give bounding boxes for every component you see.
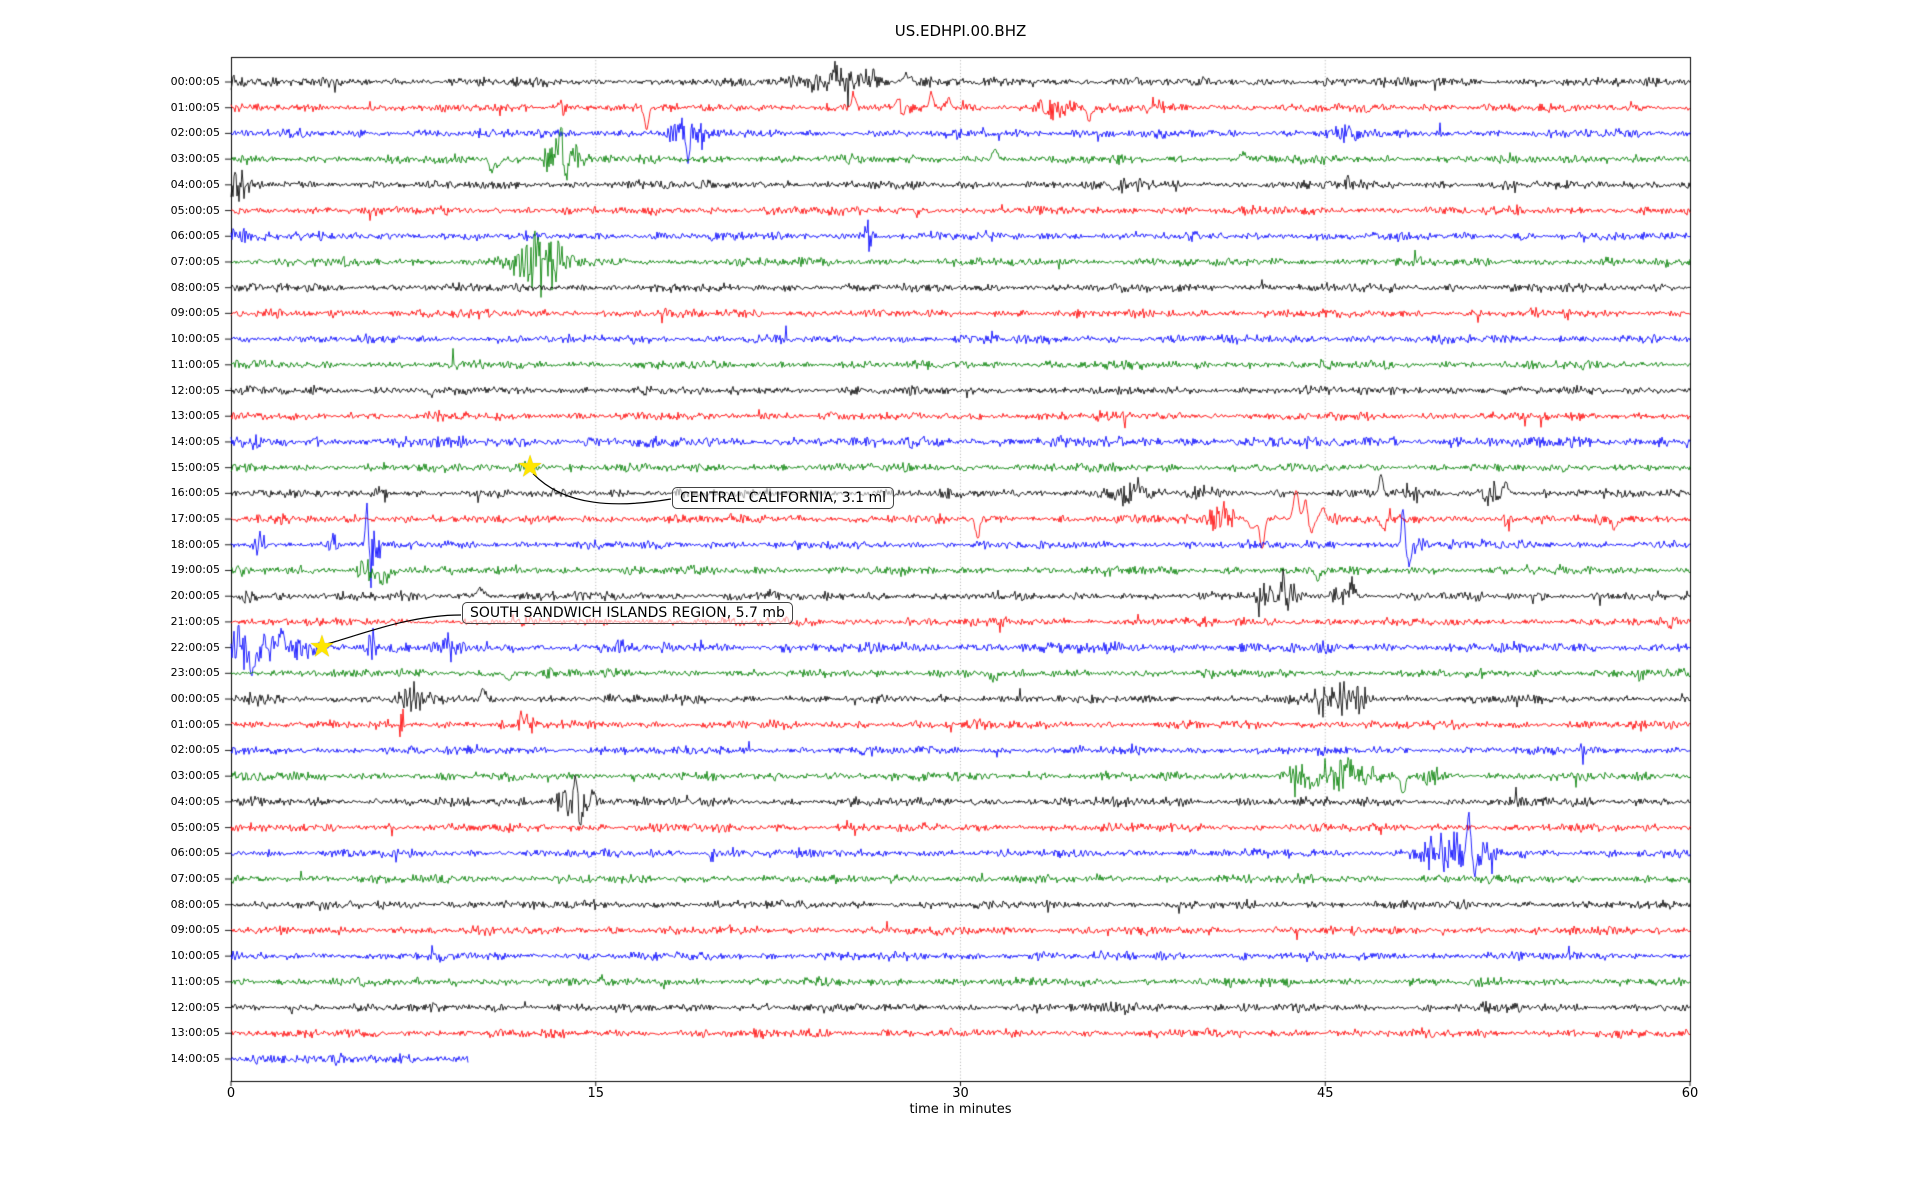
trace-time-label: 12:00:05 [170, 383, 220, 397]
trace-time-label: 09:00:05 [170, 923, 220, 937]
trace-time-label: 20:00:05 [170, 589, 220, 603]
trace-time-label: 01:00:05 [170, 717, 220, 731]
trace-time-label: 14:00:05 [170, 1051, 220, 1065]
x-axis-tick-label: 15 [587, 1086, 605, 1101]
trace-time-label: 14:00:05 [170, 434, 220, 448]
trace-time-label: 12:00:05 [170, 1000, 220, 1014]
x-axis-tick-label: 0 [226, 1086, 236, 1101]
trace-time-label: 08:00:05 [170, 897, 220, 911]
trace-time-label: 22:00:05 [170, 640, 220, 654]
trace-time-label: 13:00:05 [170, 1026, 220, 1040]
trace-time-label: 06:00:05 [170, 229, 220, 243]
trace-time-label: 05:00:05 [170, 203, 220, 217]
trace-time-label: 15:00:05 [170, 460, 220, 474]
trace-time-label: 03:00:05 [170, 769, 220, 783]
trace-time-label: 09:00:05 [170, 306, 220, 320]
trace-time-label: 11:00:05 [170, 974, 220, 988]
plot-title: US.EDHPI.00.BHZ [894, 22, 1027, 40]
trace-time-label: 05:00:05 [170, 820, 220, 834]
trace-time-label: 18:00:05 [170, 537, 220, 551]
trace-time-label: 00:00:05 [170, 692, 220, 706]
trace-time-label: 10:00:05 [170, 332, 220, 346]
trace-time-label: 13:00:05 [170, 409, 220, 423]
trace-time-label: 23:00:05 [170, 666, 220, 680]
time-axis-labels: 00:00:05 01:00:05 02:00:05 03:00:05 04:00:05… [0, 0, 220, 1200]
trace-time-label: 02:00:05 [170, 743, 220, 757]
x-axis-label: time in minutes [909, 1102, 1012, 1117]
trace-time-label: 07:00:05 [170, 872, 220, 885]
trace-time-label: 02:00:05 [170, 126, 220, 140]
x-axis-tick-label: 60 [1681, 1086, 1699, 1101]
event-annotation: CENTRAL CALIFORNIA, 3.1 ml [672, 487, 895, 509]
event-star-icon: ★ [308, 629, 336, 665]
trace-time-label: 16:00:05 [170, 486, 220, 500]
trace-time-label: 03:00:05 [170, 152, 220, 166]
trace-time-label: 01:00:05 [170, 100, 220, 114]
trace-time-label: 06:00:05 [170, 846, 220, 860]
trace-time-label: 04:00:05 [170, 177, 220, 191]
trace-time-label: 11:00:05 [170, 357, 220, 371]
trace-time-label: 19:00:05 [170, 563, 220, 577]
event-annotation: SOUTH SANDWICH ISLANDS REGION, 5.7 mb [462, 602, 793, 624]
trace-time-label: 04:00:05 [170, 794, 220, 808]
x-axis-tick-label: 30 [952, 1086, 969, 1101]
trace-time-label: 08:00:05 [170, 280, 220, 294]
x-axis-tick-label: 45 [1316, 1086, 1334, 1101]
trace-time-label: 07:00:05 [170, 254, 220, 268]
event-star-icon: ★ [516, 449, 544, 485]
trace-time-label: 00:00:05 [170, 75, 220, 88]
trace-time-label: 10:00:05 [170, 949, 220, 963]
trace-time-label: 17:00:05 [170, 512, 220, 526]
trace-time-label: 21:00:05 [170, 614, 220, 628]
